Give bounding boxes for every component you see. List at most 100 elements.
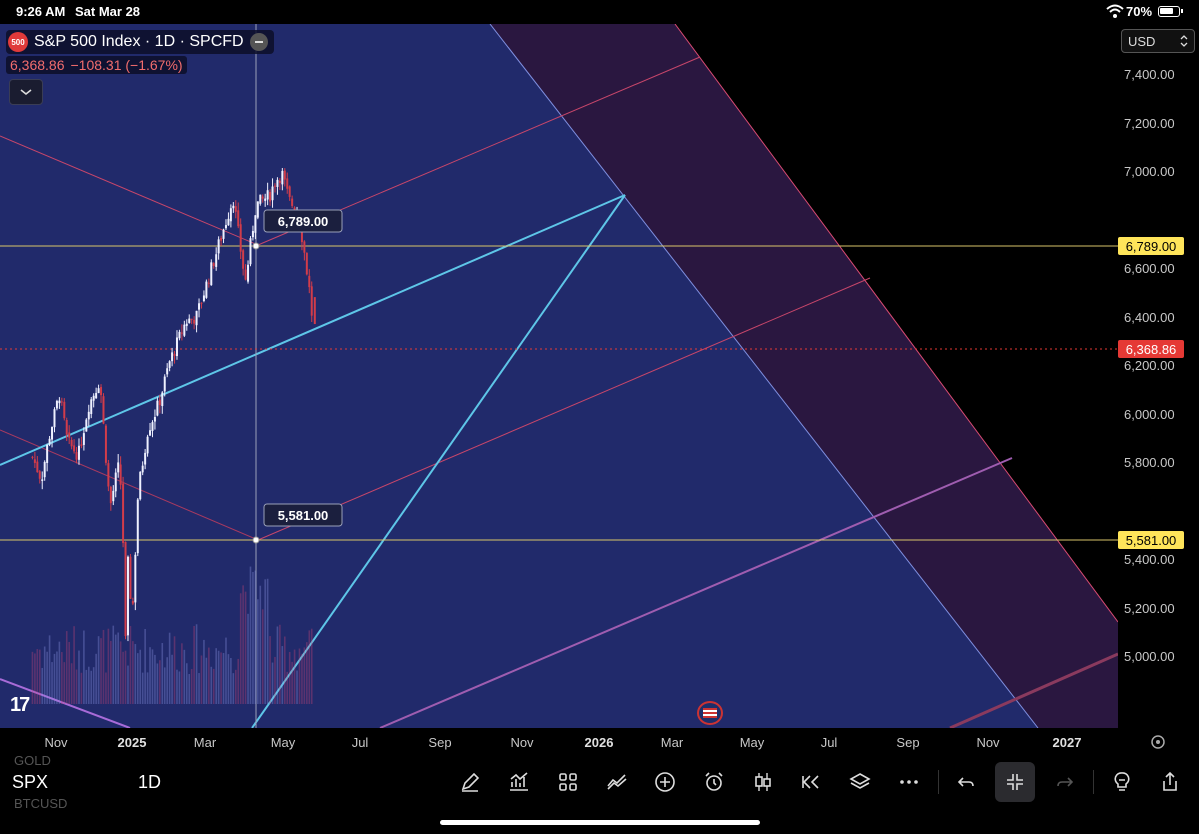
volume-bar — [220, 652, 222, 704]
price-axis-label: 6,400.00 — [1124, 309, 1175, 325]
candle-body — [178, 331, 181, 339]
candle-body — [303, 241, 306, 253]
symbol-legend[interactable]: 500 S&P 500 Index · 1D · SPCFD — [6, 30, 274, 54]
red-trendline-left-low — [0, 429, 259, 541]
indicators-button[interactable] — [505, 768, 533, 796]
time-axis-label: Sep — [896, 735, 920, 750]
candle-body — [278, 180, 281, 183]
volume-bar — [185, 663, 188, 704]
settings-gear-icon[interactable] — [1150, 734, 1166, 750]
time-axis-label: Nov — [44, 735, 68, 750]
object-tree-button[interactable] — [846, 768, 874, 796]
ideas-button[interactable] — [1108, 768, 1136, 796]
volume-bar — [173, 636, 176, 704]
add-button[interactable] — [651, 768, 679, 796]
candle-body — [102, 396, 105, 424]
redo-icon — [1057, 777, 1074, 787]
volume-bar — [87, 666, 90, 704]
candle-body — [286, 178, 289, 189]
callout-lower-text: 5,581.00 — [278, 508, 329, 523]
candle-body — [232, 205, 235, 209]
replay-button[interactable] — [797, 768, 825, 796]
undo-button[interactable] — [952, 768, 980, 796]
candle-body — [114, 472, 117, 492]
candle-body — [239, 224, 242, 252]
interval-button[interactable]: 1D — [138, 772, 162, 792]
price-axis-label: 5,200.00 — [1124, 600, 1175, 616]
candle-body — [264, 198, 267, 201]
candle-body — [271, 186, 274, 201]
volume-bar — [208, 647, 210, 704]
candle-body — [244, 269, 247, 280]
price-chart[interactable]: 6,789.00 5,581.00 — [0, 24, 1199, 728]
time-axis-label: 2027 — [1052, 735, 1082, 750]
share-button[interactable] — [1156, 768, 1184, 796]
price-axis-label: 5,400.00 — [1124, 552, 1175, 567]
volume-bar — [303, 647, 306, 704]
fullscreen-exit-button[interactable] — [995, 762, 1035, 802]
volume-bar — [97, 636, 100, 704]
time-axis-label: 2025 — [117, 735, 147, 750]
volume-bar — [279, 624, 281, 704]
volume-bar — [65, 631, 68, 704]
candle-body — [92, 395, 95, 401]
candle-body — [134, 554, 137, 603]
volume-bar — [80, 672, 83, 704]
redo-button[interactable] — [1051, 768, 1079, 796]
volume-bar — [244, 591, 247, 704]
candle-body — [129, 556, 132, 599]
legend-last-price: 6,368.86 — [10, 57, 65, 73]
candle-body — [75, 452, 78, 460]
volume-bar — [293, 649, 296, 704]
draw-tool-button[interactable] — [456, 768, 484, 796]
volume-bar — [127, 665, 129, 704]
candle-body — [308, 275, 311, 288]
candle-body — [149, 430, 152, 436]
volume-bar — [166, 657, 168, 704]
volume-bar — [171, 654, 173, 704]
volume-bar — [239, 593, 242, 704]
chart-type-button[interactable] — [749, 768, 777, 796]
currency-select[interactable]: USD — [1121, 29, 1195, 53]
share-icon — [1163, 771, 1177, 791]
volume-bar — [112, 625, 115, 704]
candle-body — [222, 229, 225, 239]
more-button[interactable] — [895, 768, 923, 796]
candle-body — [171, 352, 174, 362]
compare-button[interactable] — [603, 768, 631, 796]
candle-body — [85, 419, 88, 432]
volume-bar — [58, 641, 61, 704]
toolbar-separator — [1093, 770, 1094, 794]
candle-body — [180, 332, 183, 334]
collapse-legend-button[interactable] — [9, 79, 43, 105]
volume-bar — [203, 639, 205, 704]
symbol-button[interactable]: SPX — [12, 772, 49, 792]
ghost-symbol-btcusd: BTCUSD — [14, 796, 68, 811]
volume-bar — [301, 653, 303, 704]
price-axis-label: 7,000.00 — [1124, 164, 1175, 179]
us-flag-event-icon[interactable] — [697, 701, 723, 725]
alert-button[interactable] — [700, 768, 728, 796]
volume-bar — [51, 662, 53, 704]
legend-change: −108.31 (−1.67%) — [70, 57, 183, 73]
volume-bar — [205, 657, 208, 704]
time-axis[interactable]: Nov 2025 Mar May Jul Sep Nov 2026 Mar May Jul Sep No… — [0, 728, 1199, 756]
volume-bar — [124, 650, 127, 704]
candle-body — [41, 479, 44, 481]
candle-body — [261, 196, 264, 199]
volume-bar — [247, 613, 249, 704]
callout-lower[interactable]: 5,581.00 — [263, 503, 343, 527]
callout-upper[interactable]: 6,789.00 — [263, 209, 343, 233]
layouts-button[interactable] — [554, 768, 582, 796]
candle-body — [188, 318, 191, 323]
candle-body — [242, 250, 245, 269]
candle-body — [163, 376, 166, 392]
volume-bar — [129, 626, 132, 704]
candle-body — [95, 392, 98, 399]
hide-icon[interactable] — [249, 33, 268, 51]
candle-body — [249, 238, 252, 265]
candle-body — [51, 427, 54, 440]
candle-body — [234, 206, 237, 212]
price-axis-label: 6,200.00 — [1124, 358, 1175, 373]
volume-bar — [222, 653, 225, 704]
